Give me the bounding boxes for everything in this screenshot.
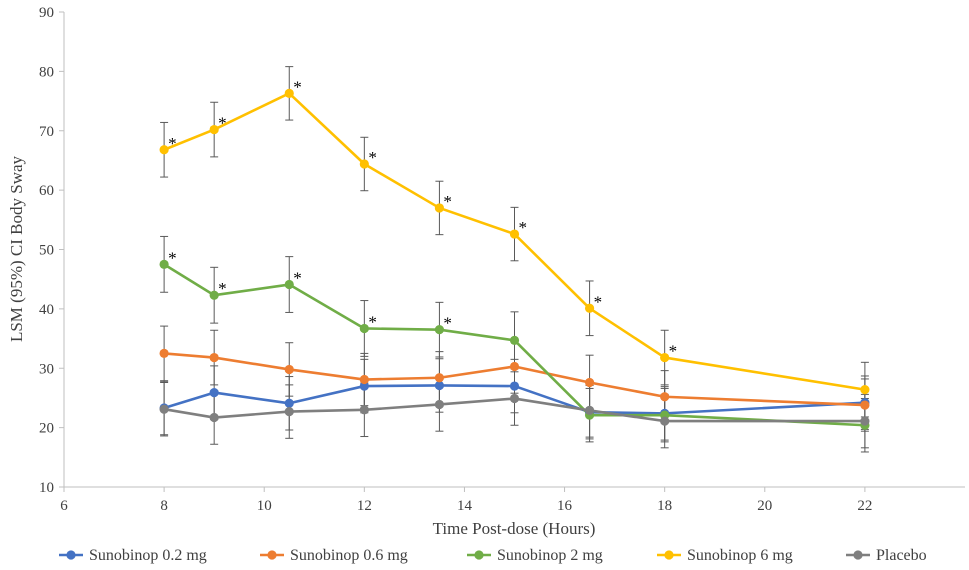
data-point	[434, 380, 445, 391]
significance-star: *	[443, 314, 452, 333]
x-tick-label: 18	[657, 498, 672, 514]
series-markers-1	[159, 348, 870, 410]
data-point	[434, 203, 445, 213]
data-point	[159, 145, 169, 155]
significance-star: *	[519, 218, 528, 237]
data-point	[359, 374, 369, 385]
data-point	[284, 364, 294, 375]
legend-marker-0	[66, 550, 76, 560]
data-point	[159, 404, 169, 414]
legend-marker-2	[474, 550, 484, 560]
x-tick-label: 10	[257, 498, 272, 514]
data-point	[860, 385, 870, 395]
legend-label-3: Sunobinop 6 mg	[687, 547, 793, 564]
data-point	[284, 279, 294, 290]
data-point	[434, 373, 445, 383]
data-point	[584, 377, 595, 388]
y-tick-label: 50	[39, 243, 54, 259]
data-point	[209, 124, 219, 135]
data-point	[434, 325, 445, 335]
significance-star: *	[218, 114, 227, 133]
legend-marker-3	[664, 550, 674, 560]
data-point	[509, 393, 520, 404]
data-point	[209, 412, 219, 423]
legend-label-1: Sunobinop 0.6 mg	[290, 547, 408, 564]
y-tick-labels: 10 20 30 40 50 60 70 80 90	[39, 5, 64, 496]
significance-star: *	[368, 312, 377, 331]
data-point	[159, 259, 169, 269]
significance-star: *	[168, 134, 177, 153]
data-point	[359, 159, 369, 169]
data-point	[284, 398, 294, 408]
series-markers-4	[159, 393, 870, 426]
x-tick-label: 22	[857, 498, 872, 514]
y-tick-label: 30	[39, 361, 54, 377]
data-point	[434, 399, 445, 410]
data-point	[209, 387, 219, 398]
data-point	[209, 290, 219, 300]
data-point	[660, 392, 670, 402]
data-point	[584, 405, 595, 416]
data-point	[860, 400, 870, 410]
legend-label-4: Placebo	[876, 547, 927, 564]
legend-label-0: Sunobinop 0.2 mg	[89, 547, 207, 564]
y-axis-title: LSM (95%) CI Body Sway	[7, 155, 26, 342]
legend-marker-1	[267, 550, 277, 560]
x-tick-label: 6	[60, 498, 68, 514]
data-point	[284, 88, 294, 98]
significance-star: *	[594, 292, 603, 311]
data-point	[359, 405, 369, 415]
data-point	[509, 381, 520, 391]
data-point	[209, 352, 219, 363]
data-point	[284, 406, 294, 417]
legend: Sunobinop 0.2 mg Sunobinop 0.6 mg Sunobino…	[59, 547, 927, 564]
x-tick-label: 12	[357, 498, 372, 514]
y-tick-label: 90	[39, 5, 54, 21]
y-tick-label: 80	[39, 64, 54, 80]
significance-star: *	[669, 342, 678, 361]
x-tick-labels: 6 8 10 12 14 16 18 20 22	[60, 487, 872, 514]
significance-star: *	[218, 279, 227, 298]
data-point	[860, 416, 870, 426]
series-markers-3: * * * * * * * *	[159, 77, 870, 395]
data-point	[359, 381, 369, 391]
significance-star: *	[443, 192, 452, 211]
y-tick-label: 10	[39, 480, 54, 496]
x-tick-label: 14	[457, 498, 473, 514]
y-tick-label: 70	[39, 124, 54, 140]
x-axis-title: Time Post-dose (Hours)	[433, 519, 596, 538]
data-point	[509, 335, 520, 345]
y-tick-label: 40	[39, 302, 54, 318]
significance-star: *	[293, 77, 302, 96]
plot-area: * * * * * * * * * * * * *	[159, 66, 870, 453]
legend-label-2: Sunobinop 2 mg	[497, 547, 603, 564]
significance-star: *	[168, 248, 177, 267]
data-point	[509, 229, 520, 239]
significance-star: *	[368, 148, 377, 167]
x-tick-label: 20	[757, 498, 772, 514]
x-tick-label: 8	[160, 498, 168, 514]
data-point	[359, 323, 369, 334]
y-tick-label: 60	[39, 183, 54, 199]
data-point	[660, 416, 670, 426]
legend-marker-4	[853, 550, 863, 560]
x-tick-label: 16	[557, 498, 573, 514]
data-point	[509, 361, 520, 372]
y-tick-label: 20	[39, 421, 54, 437]
significance-star: *	[293, 269, 302, 288]
data-point	[584, 303, 595, 313]
data-point	[159, 348, 169, 359]
data-point	[660, 352, 670, 363]
